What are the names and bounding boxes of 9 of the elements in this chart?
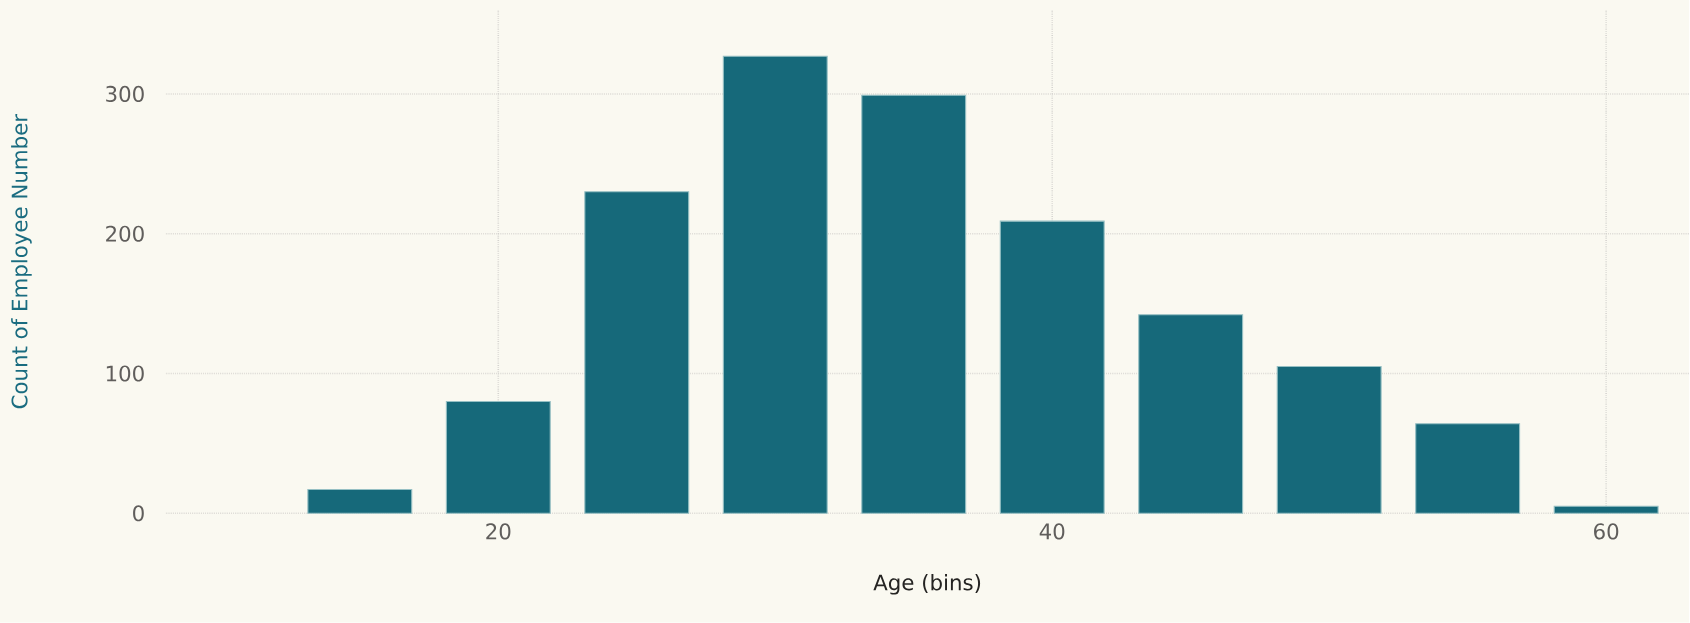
x-tick-label: 20: [486, 523, 511, 540]
x-tick-label: 40: [1039, 523, 1065, 540]
y-axis-title: Count of Employee Number: [11, 114, 32, 409]
y-tick-label: 200: [106, 225, 144, 242]
x-axis-title: Age (bins): [873, 574, 981, 595]
y-tick-label: 0: [133, 505, 144, 522]
y-tick-label: 300: [106, 86, 144, 103]
x-tick-label: 60: [1594, 523, 1619, 540]
y-tick-label: 100: [106, 365, 144, 382]
